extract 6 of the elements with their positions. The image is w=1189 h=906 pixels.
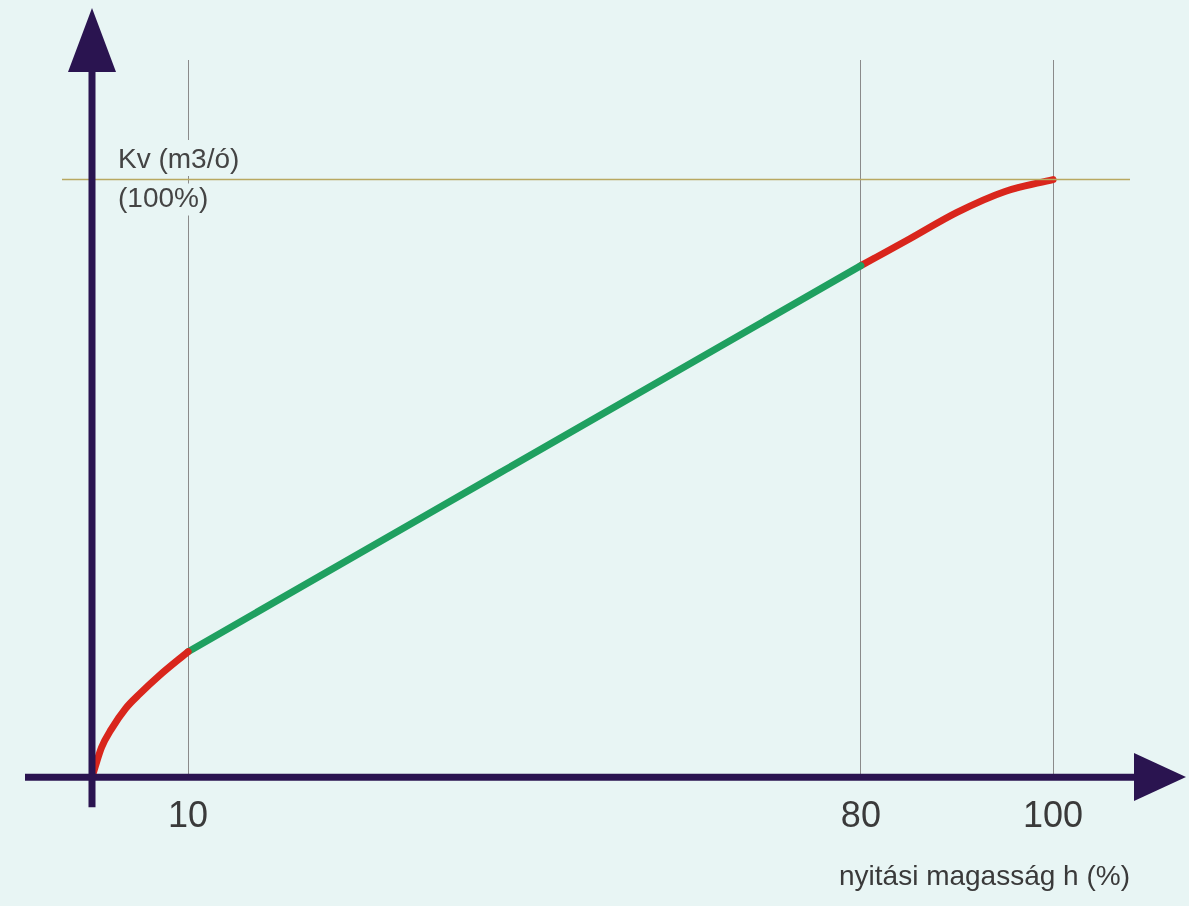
x-tick-label: 100 (1023, 793, 1084, 835)
x-tick-label: 10 (168, 793, 209, 835)
y-axis-title: Kv (m3/ó) (118, 143, 240, 174)
x-axis-title: nyitási magasság h (%) (838, 859, 1130, 891)
x-tick-label: 80 (840, 793, 881, 835)
ref-line-label: (100%) (118, 182, 209, 214)
